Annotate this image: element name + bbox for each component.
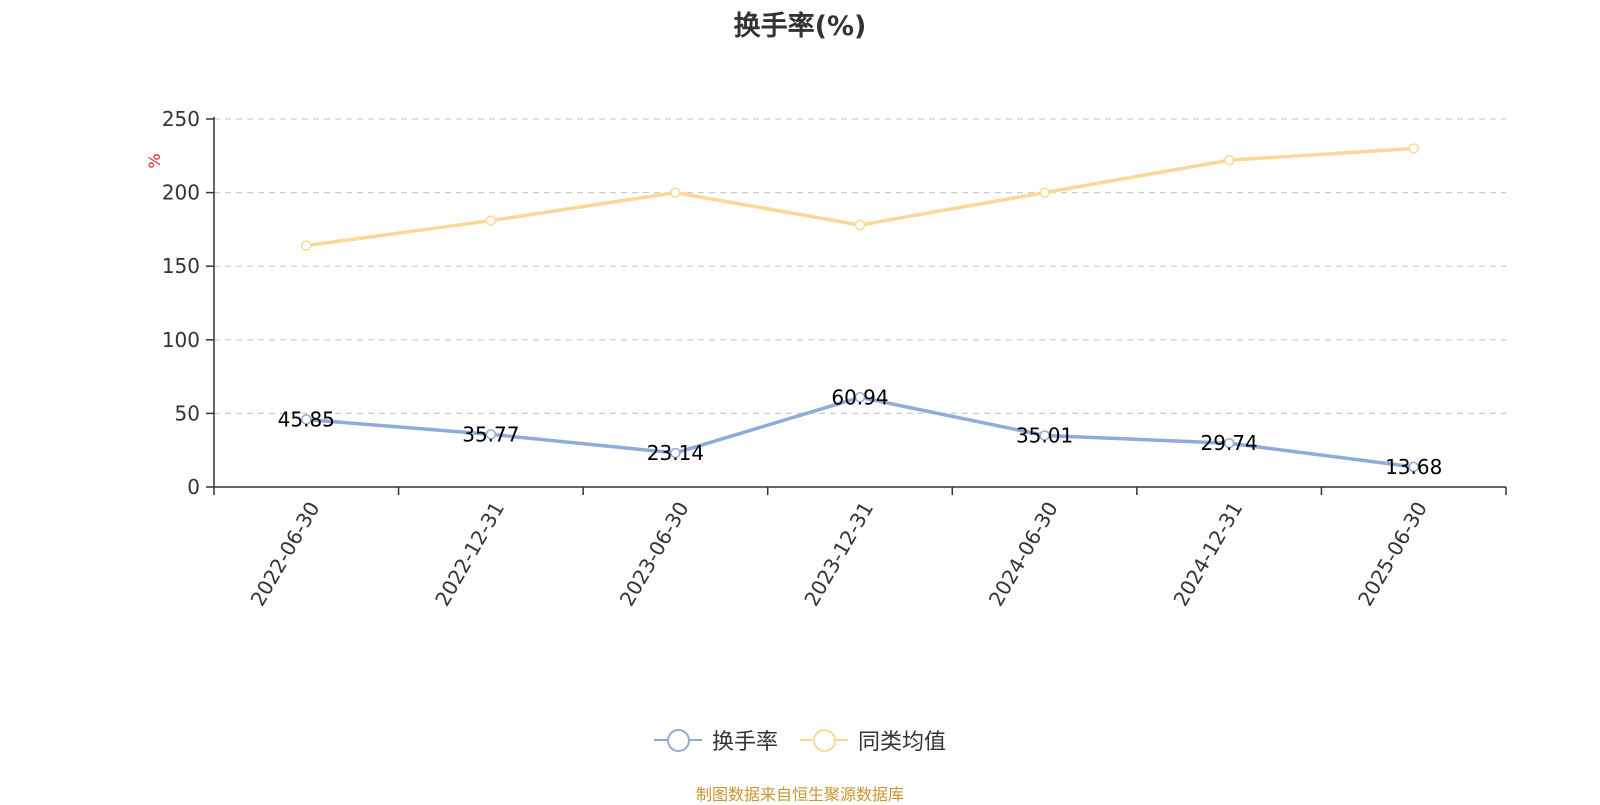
series-1-point-4	[1039, 430, 1050, 441]
x-tick-label-2022-06-30: 2022-06-30	[246, 498, 325, 611]
legend: 换手率 同类均值	[0, 724, 1600, 756]
y-tick-label-50: 50	[175, 401, 200, 425]
data-label-4: 35.01	[1016, 423, 1073, 447]
legend-series-1-circle	[666, 729, 690, 752]
y-tick-label-250: 250	[162, 107, 200, 131]
legend-series-1-symbol-icon	[653, 728, 702, 752]
data-label-6: 13.68	[1385, 455, 1442, 479]
series-1-point-3	[854, 392, 866, 403]
legend-label-series-1: 换手率	[711, 730, 778, 755]
series-2-point-5	[1223, 154, 1235, 166]
y-tick-label-150: 150	[162, 254, 200, 278]
source-note: 制图数据来自恒生聚源数据库	[695, 785, 904, 804]
legend-label-series-2: 同类均值	[858, 730, 947, 755]
data-label-1: 35.77	[462, 422, 519, 446]
x-tick-label-2023-06-30: 2023-06-30	[615, 498, 694, 611]
series-2-point-2	[670, 187, 681, 198]
y-tick-label-100: 100	[162, 328, 200, 352]
legend-series-2-circle	[813, 729, 836, 752]
x-tick-label-2024-12-31: 2024-12-31	[1168, 498, 1247, 611]
data-label-3: 60.94	[831, 385, 888, 409]
series-1-point-1	[485, 429, 497, 440]
series-line-2	[304, 146, 1416, 248]
x-tick-label-2022-12-31: 2022-12-31	[430, 498, 509, 611]
data-label-5: 29.74	[1201, 431, 1258, 455]
series-2-point-0	[301, 240, 312, 251]
x-tick-label-2023-12-31: 2023-12-31	[799, 498, 878, 611]
y-tick-label-0: 0	[187, 475, 200, 499]
y-axis-unit-label: %	[145, 153, 164, 168]
series-2-point-3	[854, 219, 866, 231]
series-1-point-5	[1223, 437, 1235, 449]
series-1-point-6	[1408, 461, 1419, 473]
x-tick-label-2024-06-30: 2024-06-30	[984, 498, 1063, 611]
data-label-2: 23.14	[647, 441, 704, 465]
series-2-point-6	[1408, 143, 1419, 154]
series-1-point-0	[301, 414, 312, 425]
y-tick-label-200: 200	[162, 181, 200, 205]
x-tick-label-2025-06-30: 2025-06-30	[1353, 498, 1432, 611]
legend-series-2-symbol-icon	[800, 728, 848, 752]
series-2-point-1	[485, 215, 497, 226]
legend-item-series-2[interactable]: 同类均值	[800, 724, 946, 756]
series-1-point-2	[670, 447, 681, 459]
chart-title: 换手率(%)	[733, 11, 867, 42]
data-label-0: 45.85	[278, 408, 335, 432]
series-2-point-4	[1039, 187, 1050, 198]
legend-item-series-1[interactable]: 换手率	[653, 724, 778, 756]
